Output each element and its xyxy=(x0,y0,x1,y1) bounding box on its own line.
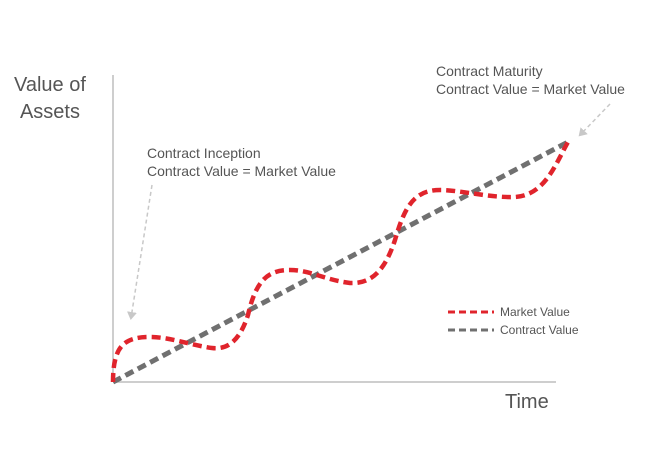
maturity-annotation-line2: Contract Value = Market Value xyxy=(436,81,625,97)
inception-annotation: Contract Inception Contract Value = Mark… xyxy=(147,144,336,180)
market-value-line xyxy=(110,140,570,383)
maturity-arrow xyxy=(578,103,611,137)
maturity-annotation-line1: Contract Maturity xyxy=(436,63,543,79)
x-axis-label: Time xyxy=(505,391,549,413)
y-axis-label-line2: Assets xyxy=(19,101,80,123)
inception-annotation-line2: Contract Value = Market Value xyxy=(147,163,336,179)
y-axis-label-line1: Value of xyxy=(14,74,86,96)
y-axis-label: Value of Assets xyxy=(14,72,86,126)
legend-label-contract-value: Contract Value xyxy=(500,323,579,337)
contract-value-line xyxy=(111,139,570,385)
inception-arrow xyxy=(126,184,153,320)
maturity-annotation: Contract Maturity Contract Value = Marke… xyxy=(436,62,625,98)
legend-label-market-value: Market Value xyxy=(500,305,570,319)
inception-annotation-line1: Contract Inception xyxy=(147,145,261,161)
